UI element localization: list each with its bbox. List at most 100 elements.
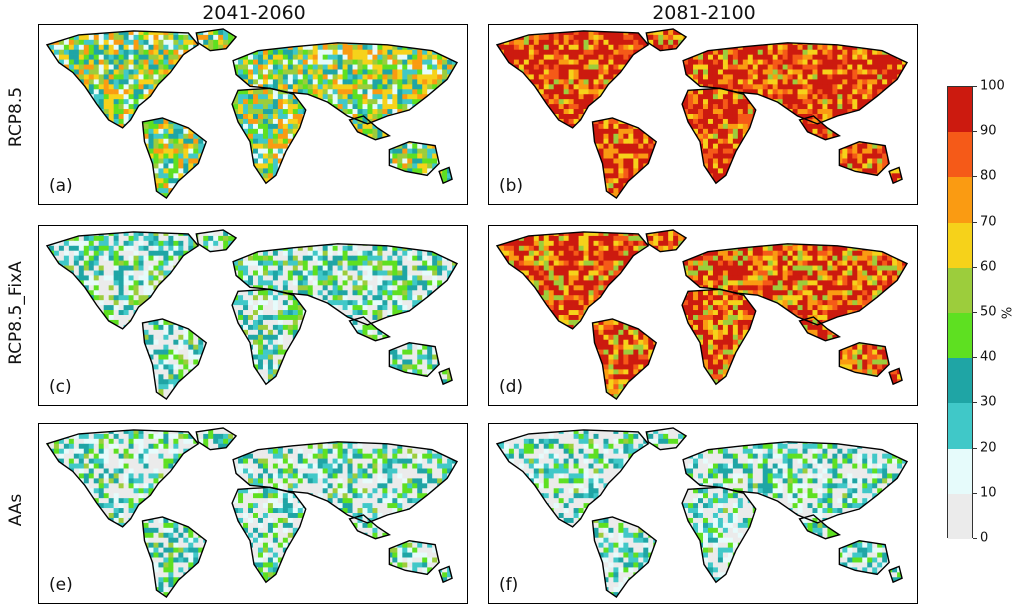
panel-label: (f)	[499, 575, 519, 595]
coastline	[45, 231, 200, 330]
colorbar-segment	[948, 448, 972, 494]
colorbar-tick-label: 20	[980, 440, 997, 456]
colorbar-tick-label: 40	[980, 349, 997, 365]
column-title-2: 2081-2100	[652, 2, 756, 24]
coastline	[495, 429, 650, 528]
coastline	[798, 316, 842, 342]
coastline	[838, 341, 890, 378]
map-fill	[46, 28, 458, 199]
colorbar-tick-mark	[973, 221, 977, 223]
map-fill	[496, 229, 908, 400]
coastline	[438, 367, 453, 386]
coastline	[645, 28, 688, 52]
coastline	[798, 514, 842, 540]
coastline	[195, 28, 238, 52]
colorbar-tick-label: 90	[980, 123, 997, 139]
coastline	[681, 288, 757, 386]
coastline	[141, 318, 208, 401]
colorbar-segment	[948, 132, 972, 178]
coastline	[195, 427, 238, 451]
world-map	[45, 28, 459, 200]
map-panel-b: (b)	[488, 24, 918, 205]
colorbar-tick-mark	[973, 492, 977, 494]
coastline	[348, 115, 392, 141]
coastline	[798, 115, 842, 141]
colorbar-tick-label: 60	[980, 259, 997, 275]
world-map	[495, 427, 909, 599]
coastline	[195, 229, 238, 253]
coastline	[141, 117, 208, 200]
coastline	[231, 87, 307, 185]
colorbar-segment	[948, 403, 972, 449]
coastline	[645, 427, 688, 451]
map-fill	[46, 229, 458, 400]
colorbar-tick-mark	[973, 402, 977, 404]
coastline	[438, 565, 453, 584]
map-fill	[46, 427, 458, 598]
map-panel-c: (c)	[38, 225, 468, 406]
colorbar-tick-mark	[973, 447, 977, 449]
coastline	[838, 539, 890, 576]
colorbar-tick-mark	[973, 538, 977, 539]
colorbar-tick-label: 70	[980, 214, 997, 230]
colorbar-tick-mark	[973, 266, 977, 268]
coastline	[888, 166, 903, 185]
colorbar-tick-label: 50	[980, 304, 997, 320]
coastline	[591, 516, 658, 599]
colorbar-segment	[948, 87, 972, 133]
panel-label: (c)	[49, 377, 72, 397]
coastline	[495, 30, 650, 129]
colorbar-tick-label: 80	[980, 168, 997, 184]
coastline	[438, 166, 453, 185]
world-map	[45, 427, 459, 599]
panel-label: (d)	[499, 377, 524, 397]
map-fill	[496, 427, 908, 598]
colorbar-tick-label: 100	[980, 78, 1005, 94]
colorbar-tick-label: 10	[980, 485, 997, 501]
coastline	[681, 486, 757, 584]
coastline	[348, 514, 392, 540]
world-map	[495, 28, 909, 200]
map-panel-e: (e)	[38, 423, 468, 604]
world-map	[495, 229, 909, 401]
world-map	[45, 229, 459, 401]
coastline	[231, 486, 307, 584]
colorbar-segment	[948, 358, 972, 404]
colorbar-tick-mark	[973, 131, 977, 133]
map-panel-d: (d)	[488, 225, 918, 406]
colorbar-tick-mark	[973, 357, 977, 359]
coastline	[495, 231, 650, 330]
panel-label: (e)	[49, 575, 73, 595]
colorbar-tick-label: 0	[980, 530, 989, 546]
colorbar-tick-mark	[973, 312, 977, 313]
coastline	[838, 140, 890, 177]
colorbar-unit-label: %	[1000, 306, 1016, 320]
colorbar-tick-mark	[973, 86, 977, 87]
colorbar-tick-label: 30	[980, 394, 997, 410]
row-title-3: AAs	[6, 493, 26, 527]
coastline	[388, 341, 440, 378]
coastline	[45, 429, 200, 528]
colorbar-segment	[948, 177, 972, 223]
panel-label: (b)	[499, 176, 524, 196]
map-fill	[496, 28, 908, 199]
colorbar-segment	[948, 493, 972, 539]
colorbar-segment	[948, 313, 972, 359]
row-title-1: RCP8.5	[6, 86, 26, 148]
colorbar-segment	[948, 267, 972, 313]
coastline	[388, 140, 440, 177]
coastline	[591, 318, 658, 401]
map-panel-a: (a)	[38, 24, 468, 205]
coastline	[388, 539, 440, 576]
colorbar-tick-mark	[973, 176, 977, 178]
map-panel-f: (f)	[488, 423, 918, 604]
column-title-1: 2041-2060	[202, 2, 306, 24]
coastline	[348, 316, 392, 342]
colorbar	[947, 86, 973, 539]
coastline	[888, 367, 903, 386]
coastline	[591, 117, 658, 200]
coastline	[681, 87, 757, 185]
row-title-2: RCP8.5_FixA	[6, 261, 26, 365]
panel-label: (a)	[49, 176, 73, 196]
coastline	[645, 229, 688, 253]
